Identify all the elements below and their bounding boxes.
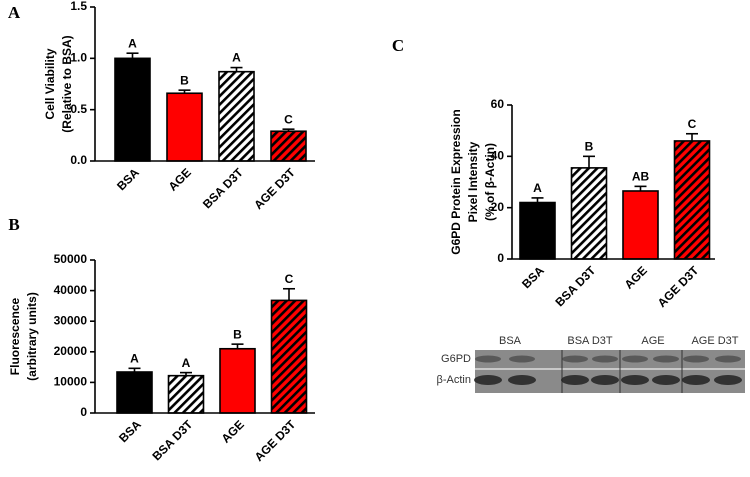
blot-band — [508, 375, 536, 385]
y-axis-label: (% of β-Actin) — [483, 143, 497, 221]
blot-band — [652, 375, 680, 385]
y-tick-label: 30000 — [54, 313, 88, 327]
bar — [116, 371, 153, 414]
panel-label: A — [8, 3, 21, 22]
y-tick-label: 60 — [491, 97, 505, 111]
x-tick-label: BSA D3T — [552, 263, 598, 309]
y-tick-label: 40000 — [54, 283, 88, 297]
y-tick-label: 0 — [497, 251, 504, 265]
y-tick-label: 50000 — [54, 252, 88, 266]
blot-band — [562, 355, 588, 363]
bar — [673, 140, 711, 260]
significance-label: B — [233, 327, 242, 341]
x-tick-label: BSA — [116, 417, 144, 445]
x-tick-label: BSA D3T — [149, 417, 195, 463]
x-tick-label: AGE — [622, 263, 650, 291]
blot-row-label: G6PD — [441, 353, 471, 365]
y-tick-label: 20 — [491, 200, 505, 214]
blot-band — [682, 375, 710, 385]
y-tick-label: 40 — [491, 149, 505, 163]
blot-band — [509, 355, 535, 363]
y-tick-label: 1.0 — [70, 51, 87, 65]
blot-bands — [474, 355, 742, 385]
bar — [166, 92, 203, 162]
blot-lane-label: BSA — [499, 335, 522, 347]
blot-band — [561, 375, 589, 385]
significance-label: A — [182, 356, 191, 370]
x-tick-label: AGE — [219, 417, 247, 445]
y-axis-label: (arbitrary units) — [25, 292, 39, 381]
blot-lane-label: BSA D3T — [567, 335, 613, 347]
blot-band — [474, 375, 502, 385]
significance-label: C — [688, 117, 697, 131]
y-axis-label: Fluorescence — [8, 297, 22, 375]
y-axis-label: (Relative to BSA) — [60, 35, 74, 132]
blot-row-label: β-Actin — [437, 374, 471, 386]
x-tick-label: BSA D3T — [200, 165, 246, 211]
y-tick-label: 1.5 — [70, 0, 87, 13]
significance-label: A — [533, 181, 542, 195]
bar — [519, 201, 556, 260]
bar — [219, 347, 256, 414]
bar — [114, 57, 151, 162]
blot-band — [714, 375, 742, 385]
bar — [622, 190, 659, 260]
x-tick-label: AGE D3T — [655, 263, 702, 310]
significance-label: A — [130, 351, 139, 365]
significance-label: B — [180, 73, 189, 87]
blot-band — [683, 355, 709, 363]
bar — [270, 130, 307, 162]
blot-band — [653, 355, 679, 363]
blot-band — [715, 355, 741, 363]
bar — [167, 374, 205, 414]
x-tick-label: BSA — [114, 165, 142, 193]
blot-band — [475, 355, 501, 363]
significance-label: AB — [632, 170, 650, 184]
y-tick-label: 10000 — [54, 375, 88, 389]
significance-label: A — [232, 51, 241, 65]
y-axis-label: G6PD Protein Expression — [449, 109, 463, 254]
panel-label: C — [392, 36, 404, 55]
x-tick-label: AGE D3T — [251, 165, 298, 212]
bar — [270, 299, 308, 414]
panel-label: B — [8, 215, 19, 234]
blot-band — [622, 355, 648, 363]
blot-band — [621, 375, 649, 385]
x-tick-label: AGE D3T — [252, 417, 299, 464]
y-tick-label: 0.0 — [70, 153, 87, 167]
bar — [218, 70, 255, 162]
y-tick-label: 20000 — [54, 344, 88, 358]
x-tick-label: BSA — [519, 263, 547, 291]
y-axis-label: Pixel Intensity — [466, 141, 480, 222]
y-tick-label: 0 — [80, 405, 87, 419]
y-tick-label: 0.5 — [70, 102, 87, 116]
blot-lane-label: AGE D3T — [691, 335, 738, 347]
x-tick-label: AGE — [166, 165, 194, 193]
significance-label: C — [285, 272, 294, 286]
y-axis-label: Cell Viability — [43, 48, 57, 119]
blot-band — [592, 355, 618, 363]
significance-label: C — [284, 112, 293, 126]
blot-lane-label: AGE — [641, 335, 664, 347]
significance-label: B — [585, 140, 594, 154]
bar — [570, 167, 608, 260]
blot-band — [591, 375, 619, 385]
significance-label: A — [128, 36, 137, 50]
